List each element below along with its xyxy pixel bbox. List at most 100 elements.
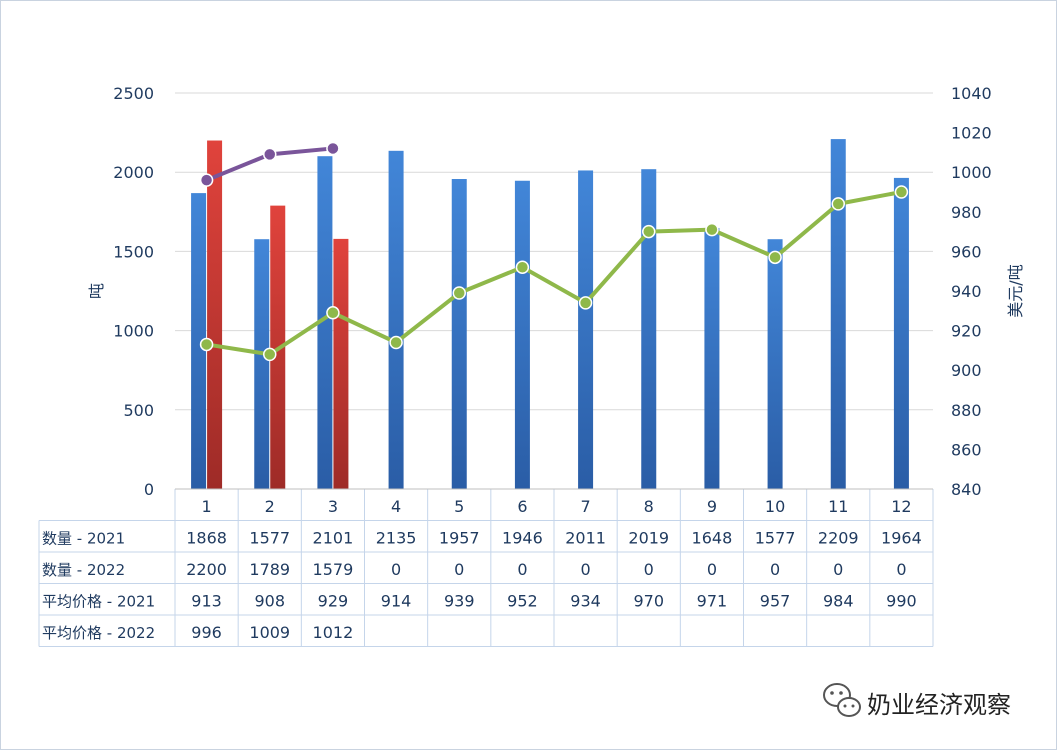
- table-cell-value: 1577: [755, 529, 796, 548]
- table-cell-value: 2209: [818, 529, 859, 548]
- bar-2021: [641, 169, 657, 489]
- bars: [191, 139, 909, 490]
- table-cell-value: 0: [580, 560, 590, 579]
- price-2021-point: [578, 296, 593, 310]
- bar-2021: [704, 227, 720, 490]
- y-axis-title: 吨: [87, 283, 106, 299]
- table-cell-value: 0: [896, 560, 906, 579]
- bar-2021: [893, 177, 909, 489]
- y2-tick-label: 920: [951, 322, 982, 341]
- x-tick-label: 7: [580, 497, 590, 516]
- price-2022-point: [199, 173, 214, 187]
- y2-tick-label: 840: [951, 480, 982, 499]
- y2-tick-label: 1020: [951, 124, 992, 143]
- y2-tick-label: 1040: [951, 84, 992, 103]
- y2-tick-label: 880: [951, 401, 982, 420]
- bar-2021: [578, 170, 594, 490]
- bar-2021: [388, 150, 404, 490]
- table-cell-value: 957: [760, 592, 791, 611]
- table-cell-value: 2019: [628, 529, 669, 548]
- table-cell-value: 939: [444, 592, 475, 611]
- y2-tick-label: 860: [951, 440, 982, 459]
- x-tick-label: 12: [891, 497, 911, 516]
- table-cell-value: 1579: [313, 560, 354, 579]
- y-tick-label: 2000: [113, 163, 154, 182]
- axes: 0 500 1000 1500 2000 2500 840 860 880 900 920 940 96…: [87, 84, 1025, 499]
- table-cell-value: 929: [318, 592, 349, 611]
- table-series-name: 平均价格 - 2021: [42, 593, 155, 611]
- price-2021-point: [768, 250, 782, 265]
- x-tick-label: 8: [644, 497, 654, 516]
- table-cell-value: 0: [833, 560, 843, 579]
- x-tick-label: 6: [517, 497, 527, 516]
- bar-2021: [317, 156, 333, 489]
- table-cell-value: 2101: [313, 529, 354, 548]
- price-2021-point: [199, 337, 214, 352]
- y2-tick-label: 980: [951, 203, 982, 222]
- table-cell-value: 2200: [186, 560, 227, 579]
- y2-tick-label: 1000: [951, 163, 992, 182]
- bar-2021: [767, 239, 783, 489]
- watermark: 奶业经济观察: [823, 683, 1011, 719]
- y-tick-label: 2500: [113, 84, 154, 103]
- table-cell-value: 2135: [376, 529, 417, 548]
- y2-axis-title: 美元/吨: [1006, 264, 1025, 317]
- price-2021-point: [642, 224, 656, 239]
- table-series-name: 数量 - 2022: [42, 561, 125, 579]
- table-cell-value: 0: [707, 560, 717, 579]
- x-tick-label: 1: [201, 497, 211, 516]
- bar-2021: [191, 193, 207, 489]
- table-cell-value: 952: [507, 592, 538, 611]
- x-tick-label: 9: [707, 497, 717, 516]
- table-cell-value: 1009: [249, 623, 290, 642]
- table-cell-value: 0: [517, 560, 527, 579]
- table-cell-value: 984: [823, 592, 854, 611]
- table-cell-value: 913: [191, 592, 222, 611]
- table-cell-value: 996: [191, 623, 222, 642]
- y-tick-label: 1500: [113, 242, 154, 261]
- y-tick-label: 500: [123, 401, 154, 420]
- table-cell-value: 2011: [565, 529, 606, 548]
- price-2021-point: [389, 335, 403, 350]
- x-tick-label: 2: [265, 497, 275, 516]
- table-series-name: 数量 - 2021: [42, 530, 125, 548]
- bar-2021: [451, 179, 467, 489]
- price-2022-point: [263, 147, 277, 162]
- gridlines: [175, 92, 933, 411]
- x-tick-label: 10: [765, 497, 785, 516]
- price-2021-point: [894, 185, 909, 199]
- table-cell-value: 970: [633, 592, 664, 611]
- table-cell-value: 1648: [692, 529, 733, 548]
- x-tick-label: 4: [391, 497, 401, 516]
- bar-2021: [254, 239, 270, 489]
- bar-2021: [514, 180, 530, 489]
- table-cell-value: 0: [644, 560, 654, 579]
- y2-tick-label: 940: [951, 282, 982, 301]
- x-tick-label: 11: [828, 497, 848, 516]
- y-tick-label: 1000: [113, 322, 154, 341]
- table-cell-value: 0: [391, 560, 401, 579]
- watermark-text: 奶业经济观察: [867, 691, 1011, 719]
- bar-2022: [207, 140, 223, 489]
- price-2021-point: [452, 286, 466, 300]
- lines: [199, 141, 909, 362]
- table-cell-value: 990: [886, 592, 917, 611]
- table-cell-value: 1957: [439, 529, 480, 548]
- y2-tick-label: 960: [951, 242, 982, 261]
- y-tick-label: 0: [144, 480, 154, 499]
- price-2021-point: [263, 347, 277, 362]
- x-tick-label: 3: [328, 497, 338, 516]
- table-cell-value: 0: [770, 560, 780, 579]
- price-2021-point: [515, 260, 530, 274]
- table-cell-value: 971: [697, 592, 728, 611]
- table-series-name: 平均价格 - 2022: [42, 624, 155, 642]
- price-2021-line: [206, 190, 902, 357]
- bar-2021: [830, 139, 846, 489]
- table-cell-value: 934: [570, 592, 601, 611]
- price-2021-point: [831, 197, 845, 211]
- bar-2022: [333, 238, 349, 489]
- wechat-icon: [823, 683, 861, 717]
- table-cell-value: 908: [254, 592, 285, 611]
